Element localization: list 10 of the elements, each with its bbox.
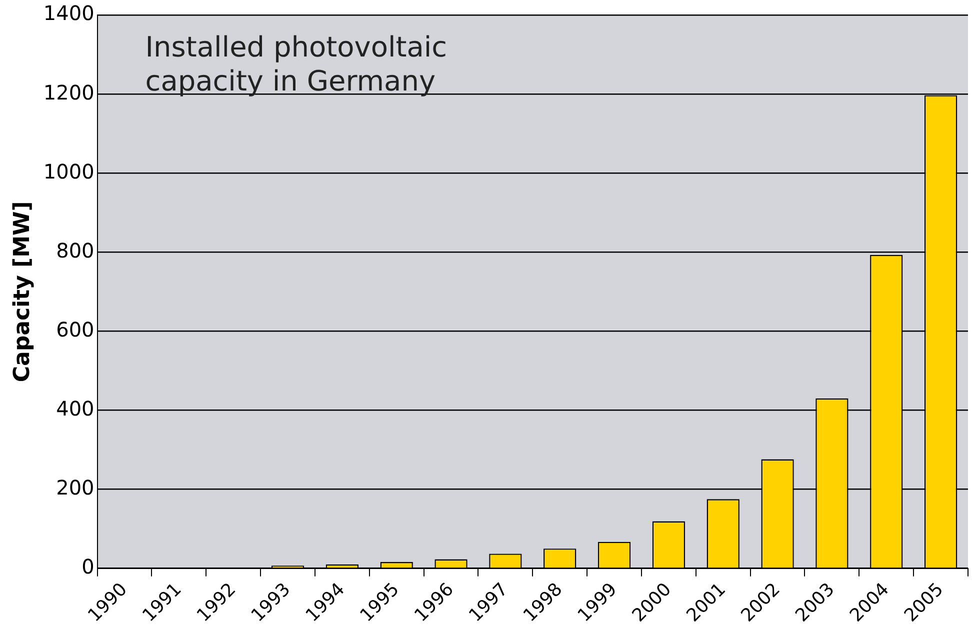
y-tick-label: 1200 <box>43 80 94 104</box>
y-tick-label: 800 <box>56 238 94 262</box>
y-tick-label: 600 <box>56 317 94 342</box>
y-tick-label: 200 <box>56 475 94 500</box>
y-tick-label: 1000 <box>43 159 94 184</box>
y-tick-label: 1400 <box>43 1 94 26</box>
y-tick-label: 0 <box>82 554 94 579</box>
y-axis-title: Capacity [MW] <box>10 201 35 382</box>
y-tick-label: 400 <box>56 396 94 420</box>
text: Installed photovoltaic capacity in Germany <box>145 30 448 98</box>
